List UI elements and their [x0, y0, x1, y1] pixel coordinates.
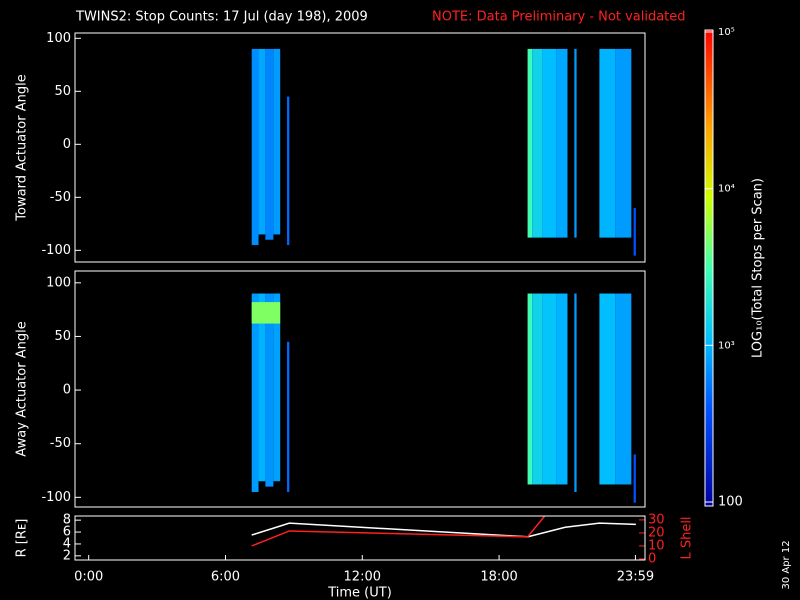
- heatmap-cell: [599, 48, 616, 238]
- plot-frame: [74, 515, 646, 561]
- heatmap-cell: [265, 293, 274, 487]
- plot-frame: [74, 270, 646, 508]
- heatmap-cell: [633, 207, 636, 256]
- y-tick-label: 50: [54, 329, 71, 344]
- colorbar-label: LOG₁₀(Total Stops per Scan): [751, 178, 766, 358]
- y-axis-label: Away Actuator Angle: [15, 321, 30, 456]
- y-tick-label: 0: [63, 383, 71, 398]
- heatmap-cell: [527, 293, 533, 485]
- y-tick-label: 4: [63, 536, 71, 551]
- date-stamp: 30 Apr 12: [781, 540, 792, 589]
- colorbar-tick-label: 100: [718, 495, 743, 510]
- y2-axis-label: L Shell: [680, 516, 695, 559]
- line-series: [251, 522, 636, 538]
- x-tick-label: 12:00: [344, 570, 381, 585]
- heatmap-cell: [599, 293, 616, 485]
- y-tick-label: 100: [46, 275, 71, 290]
- y-tick-label: -100: [41, 243, 71, 258]
- y-tick-label: -100: [41, 490, 71, 505]
- heatmap-cell: [273, 293, 281, 482]
- y-axis-label: Toward Actuator Angle: [15, 74, 30, 221]
- heatmap-cell: [287, 341, 290, 492]
- heatmap-cell: [574, 48, 577, 238]
- y-tick-label: 100: [46, 31, 71, 46]
- y2-tick-label: 0: [648, 551, 656, 566]
- x-tick-label: 23:59: [617, 570, 654, 585]
- y-tick-label: 2: [63, 548, 71, 563]
- heatmap-cell: [287, 96, 290, 246]
- x-axis-label: Time (UT): [327, 586, 392, 600]
- y2-tick-label: 10: [648, 538, 665, 553]
- y-tick-label: 0: [63, 137, 71, 152]
- plot-frame: [74, 32, 646, 263]
- line-series: [251, 516, 546, 547]
- heatmap-cell: [532, 48, 543, 238]
- heatmap-cell: [574, 293, 577, 492]
- colorbar: [704, 29, 714, 507]
- heatmap-cell: [527, 48, 533, 238]
- heatmap-cell: [556, 48, 568, 238]
- y-tick-label: 6: [63, 525, 71, 540]
- y-tick-label: -50: [50, 436, 71, 451]
- y-tick-label: 8: [63, 513, 71, 528]
- heatmap-cell: [542, 293, 557, 485]
- x-tick-label: 0:00: [74, 570, 103, 585]
- heatmap-cell: [542, 48, 557, 238]
- heatmap-cell: [251, 293, 259, 492]
- heatmap-cell: [273, 48, 281, 235]
- heatmap-cell: [633, 454, 636, 503]
- x-tick-label: 6:00: [211, 570, 240, 585]
- heatmap-cell: [258, 293, 266, 482]
- colorbar-tick-label: 10⁵: [718, 27, 735, 38]
- heatmap-cell: [532, 293, 543, 485]
- y-tick-label: -50: [50, 190, 71, 205]
- y-tick-label: 50: [54, 84, 71, 99]
- heatmap-cell: [258, 48, 266, 235]
- heatmap-cell: [615, 48, 632, 238]
- y2-tick-label: 30: [648, 512, 665, 527]
- x-tick-label: 18:00: [480, 570, 517, 585]
- heatmap-cell: [251, 48, 259, 246]
- y-axis-label: R [Rᴇ]: [15, 519, 30, 558]
- y2-tick-label: 20: [648, 525, 665, 540]
- note: NOTE: Data Preliminary - Not validated: [432, 10, 686, 25]
- colorbar-tick-label: 10³: [718, 340, 735, 351]
- heatmap-cell: [615, 293, 632, 485]
- colorbar-tick-label: 10⁴: [718, 184, 735, 195]
- title: TWINS2: Stop Counts: 17 Jul (day 198), 2…: [75, 10, 368, 25]
- heatmap-cell: [556, 293, 568, 485]
- heatmap-cell: [251, 302, 281, 324]
- heatmap-cell: [265, 48, 274, 240]
